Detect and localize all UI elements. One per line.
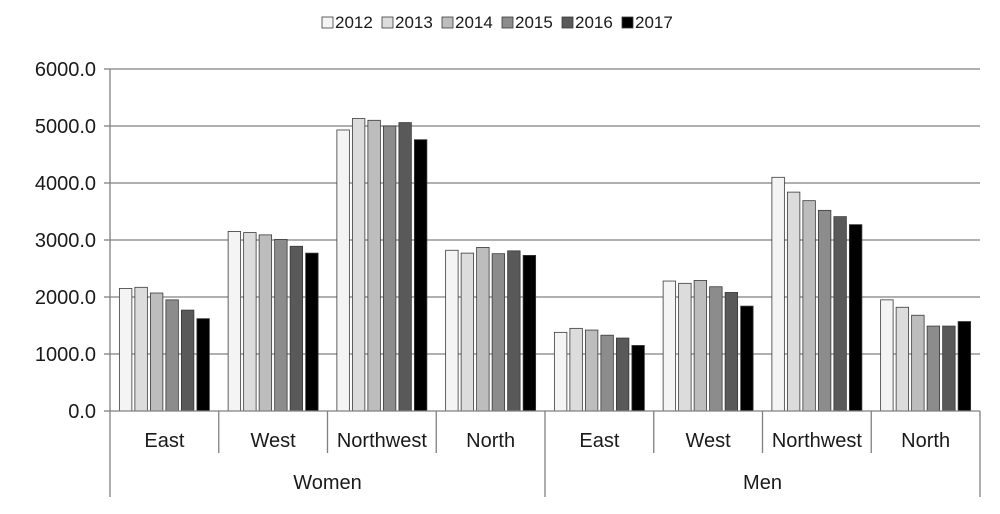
legend-swatch (501, 16, 514, 29)
legend: 2012 2013 2014 2015 2016 2017 (321, 13, 673, 32)
bar-2016-west (724, 292, 739, 412)
bar-2015-north (926, 325, 941, 412)
bar-2017-northwest (848, 224, 863, 412)
bar-2012-north (880, 299, 894, 412)
bar-2015-north (491, 253, 506, 412)
bar-2013-northwest (786, 191, 801, 412)
legend-label: 2015 (515, 13, 553, 32)
bar-2016-east (180, 309, 195, 412)
legend-swatch (381, 16, 394, 29)
bar-2017-north (522, 254, 537, 412)
x-category-label: Northwest (337, 430, 427, 452)
y-tick-label: 1000.0 (35, 344, 96, 366)
bar-2012-north (445, 249, 459, 412)
x-category-label: West (686, 430, 732, 452)
bar-2015-east (165, 299, 179, 412)
legend-swatch (321, 16, 334, 29)
legend-swatch (441, 16, 454, 29)
bar-2012-east (553, 331, 568, 412)
bar-2016-east (615, 337, 630, 412)
bar-2012-west (227, 231, 242, 412)
bar-2013-northwest (351, 118, 366, 412)
x-category-label: East (144, 430, 184, 452)
y-tick-label: 0.0 (68, 401, 96, 423)
bar-2014-northwest (802, 200, 816, 412)
x-category-label: North (901, 430, 950, 452)
bar-2013-east (569, 327, 583, 412)
x-group-label: Women (293, 472, 362, 494)
bar-2014-east (584, 329, 599, 412)
bar-2013-west (243, 232, 257, 412)
bar-2014-west (693, 280, 708, 412)
legend-swatch (621, 16, 634, 29)
bars (118, 118, 972, 412)
bar-2015-northwest (382, 125, 397, 412)
bar-2012-northwest (336, 129, 350, 412)
bar-2015-east (600, 334, 614, 412)
legend-label: 2013 (395, 13, 433, 32)
bar-2015-northwest (817, 209, 832, 412)
legend-label: 2014 (455, 13, 493, 32)
bar-2013-north (460, 252, 475, 412)
bar-2014-east (149, 292, 164, 412)
legend-label: 2016 (575, 13, 613, 32)
bar-2014-northwest (367, 119, 381, 412)
x-axis: East West Northwest North East West Northwest N… (109, 410, 981, 497)
y-tick-label: 4000.0 (35, 173, 96, 195)
bar-2016-west (289, 245, 304, 412)
bar-2014-north (911, 314, 925, 412)
bar-2016-northwest (833, 216, 847, 412)
y-tick-label: 2000.0 (35, 287, 96, 309)
legend-label: 2017 (635, 13, 673, 32)
bar-2013-west (678, 282, 692, 412)
bar-2017-west (305, 252, 319, 412)
legend-swatch (561, 16, 574, 29)
x-category-label: West (251, 430, 297, 452)
bar-2014-west (258, 234, 273, 412)
bar-2015-west (709, 286, 723, 412)
bar-2017-north (957, 321, 972, 412)
bar-2012-east (118, 288, 133, 412)
bar-2016-northwest (398, 122, 412, 412)
bar-2012-west (662, 280, 677, 412)
y-tick-label: 3000.0 (35, 230, 96, 252)
y-tick-label: 5000.0 (35, 116, 96, 138)
legend-label: 2012 (335, 13, 373, 32)
x-category-label: North (466, 430, 515, 452)
bar-2013-east (134, 286, 148, 412)
bar-2016-north (507, 250, 521, 412)
bar-2013-north (895, 306, 910, 412)
bar-2017-east (631, 345, 645, 412)
y-tick-label: 6000.0 (35, 59, 96, 81)
bar-2014-north (476, 247, 490, 412)
x-category-label: East (579, 430, 619, 452)
x-group-label: Men (743, 472, 782, 494)
x-category-label: Northwest (772, 430, 862, 452)
y-axis: 0.0 1000.0 2000.0 3000.0 4000.0 5000.0 6000.0 (35, 59, 111, 423)
bar-2015-west (274, 239, 288, 412)
bar-2017-northwest (413, 139, 428, 412)
bar-2012-northwest (771, 176, 785, 412)
bar-2017-west (740, 305, 754, 412)
bar-2017-east (196, 318, 210, 412)
bar-2016-north (942, 325, 956, 412)
